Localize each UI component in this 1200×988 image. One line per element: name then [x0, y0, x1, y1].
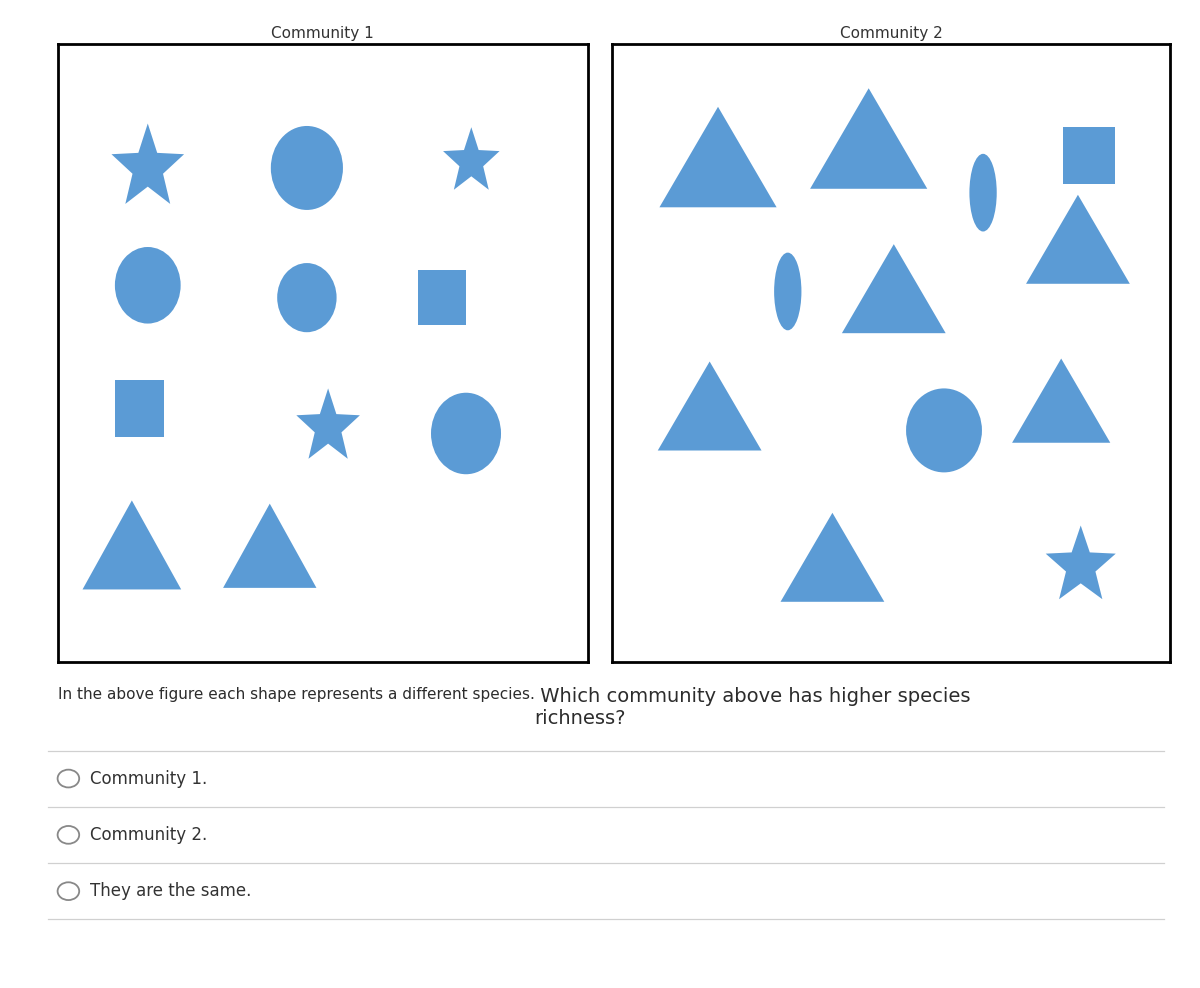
Circle shape: [277, 263, 336, 332]
Bar: [1063, 126, 1115, 185]
Bar: [115, 380, 164, 438]
Bar: [419, 270, 466, 325]
Polygon shape: [810, 88, 928, 189]
Text: Community 2.: Community 2.: [90, 826, 208, 844]
Polygon shape: [223, 504, 317, 588]
Text: They are the same.: They are the same.: [90, 882, 251, 900]
Polygon shape: [296, 388, 360, 458]
Text: Which community above has higher species
richness?: Which community above has higher species…: [534, 687, 971, 727]
Circle shape: [115, 247, 181, 323]
Title: Community 2: Community 2: [840, 26, 942, 41]
Polygon shape: [83, 501, 181, 590]
Polygon shape: [112, 124, 184, 204]
Polygon shape: [443, 127, 499, 190]
Circle shape: [271, 125, 343, 210]
Title: Community 1: Community 1: [271, 26, 374, 41]
Polygon shape: [1045, 526, 1116, 599]
Polygon shape: [842, 244, 946, 333]
Polygon shape: [658, 362, 762, 451]
Text: Community 1.: Community 1.: [90, 770, 208, 787]
Ellipse shape: [774, 253, 802, 330]
Circle shape: [431, 393, 502, 474]
Circle shape: [906, 388, 982, 472]
Ellipse shape: [970, 154, 997, 231]
Polygon shape: [660, 107, 776, 207]
Polygon shape: [1026, 195, 1130, 284]
Polygon shape: [1012, 359, 1110, 443]
Text: In the above figure each shape represents a different species.: In the above figure each shape represent…: [58, 687, 534, 701]
Polygon shape: [780, 513, 884, 602]
